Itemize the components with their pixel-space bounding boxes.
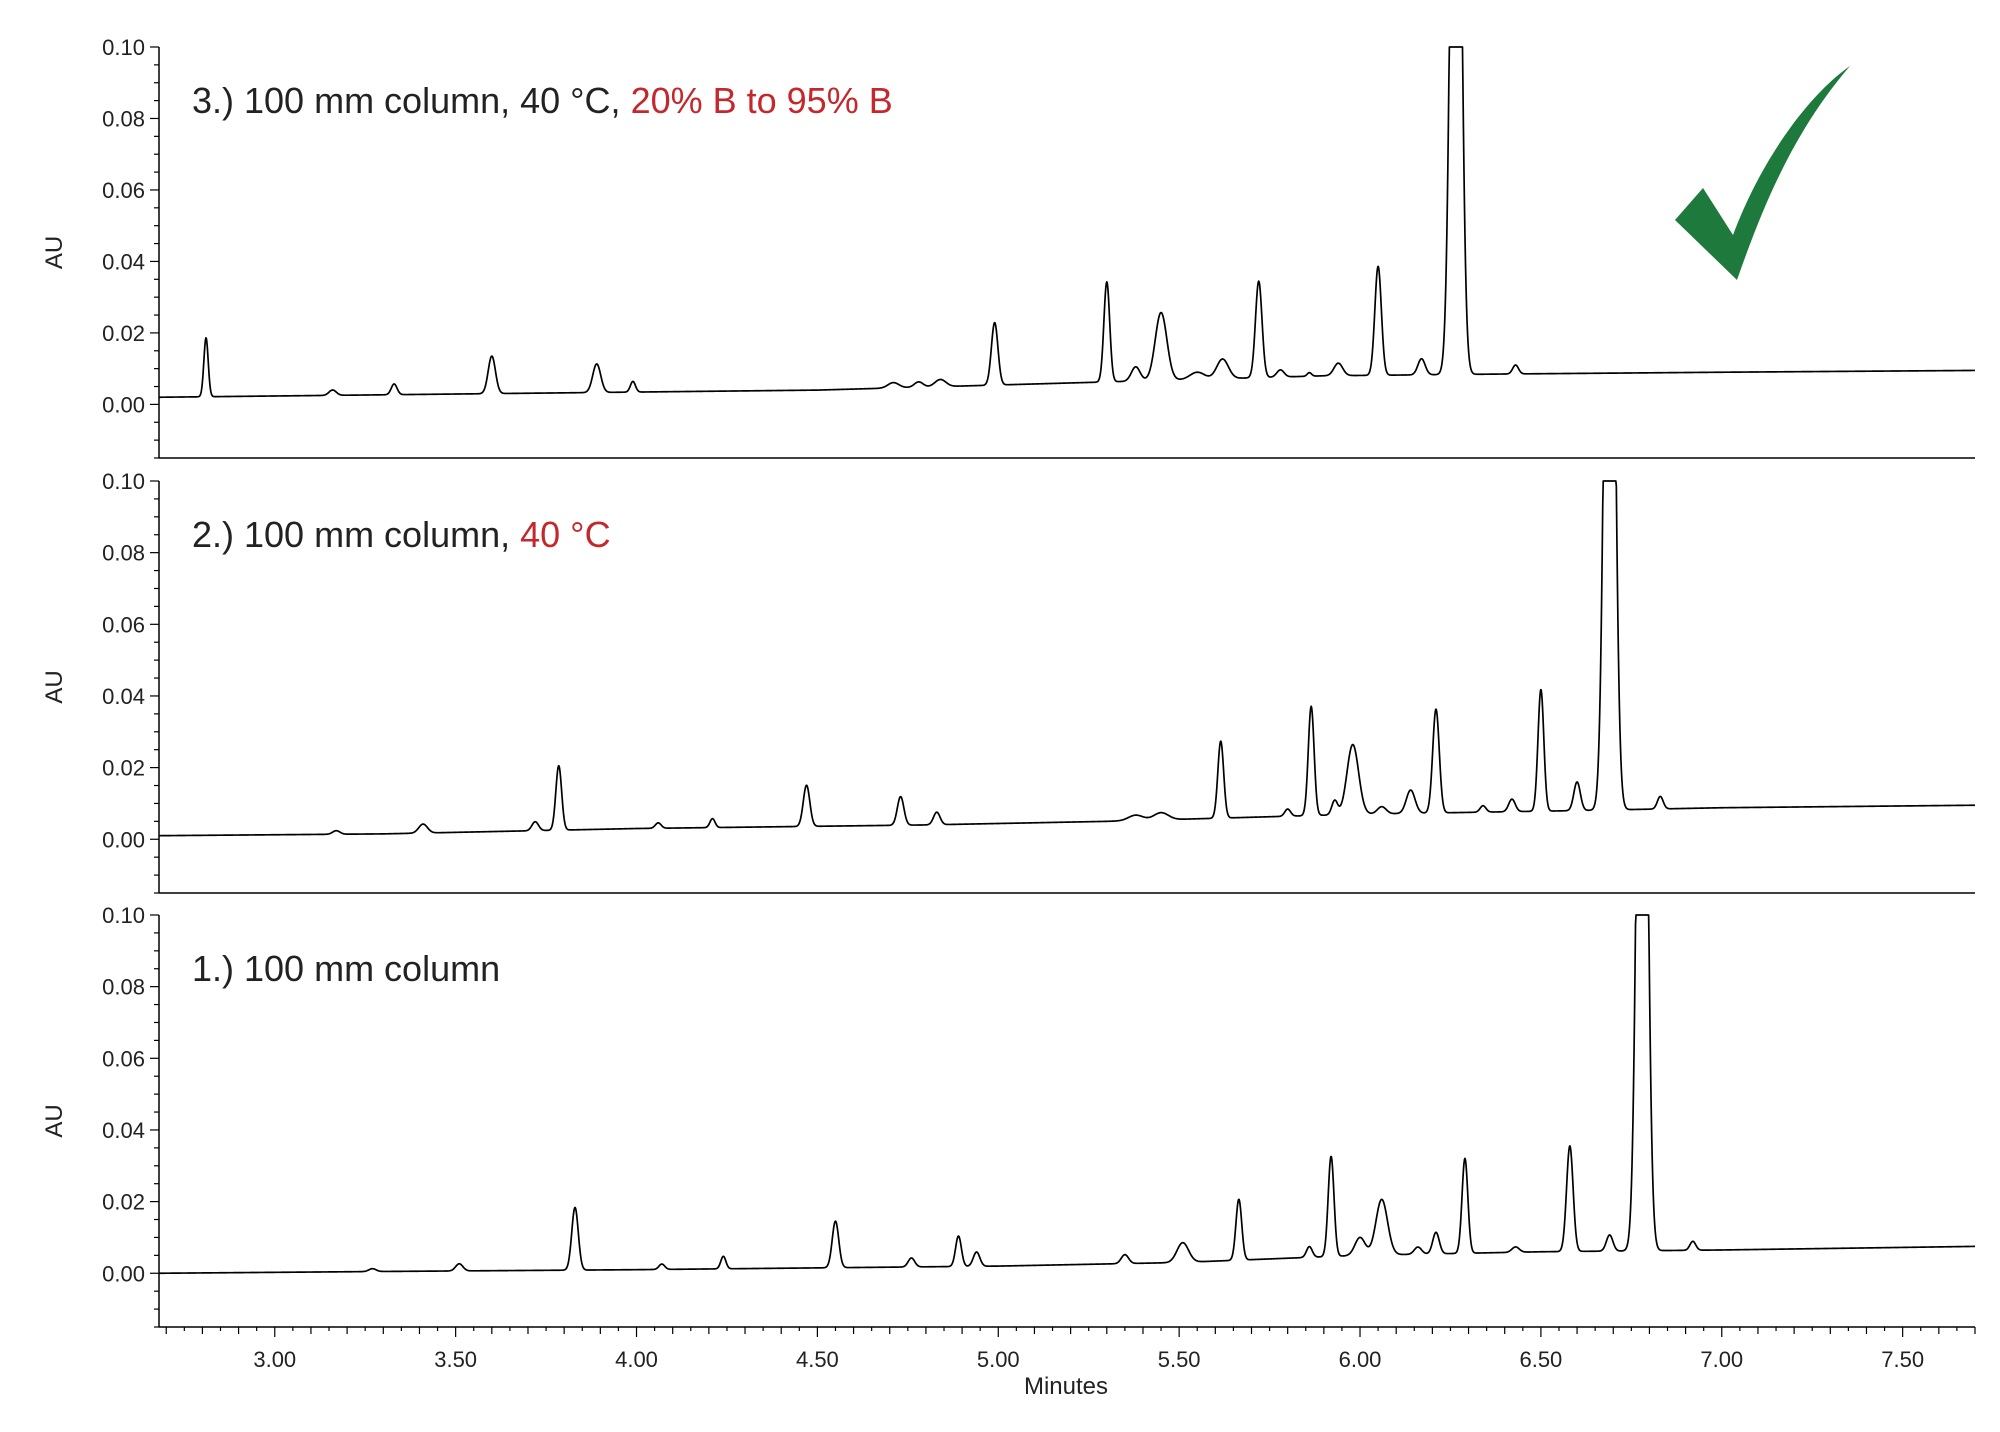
y-tick-label: 0.10: [102, 469, 145, 494]
y-tick-label: 0.08: [102, 541, 145, 566]
panel-1: 0.10 0.08 0.06 0.04 0.02 0.00 AU 3.) 100 mm col…: [41, 35, 1976, 459]
y-tick-label: 0.06: [102, 178, 145, 203]
y-tick-label: 0.04: [102, 249, 145, 274]
x-tick-label: 7.00: [1700, 1347, 1743, 1372]
panel-title: 3.) 100 mm column, 40 °C, 20% B to 95% B: [192, 80, 893, 121]
chromatogram-trace: [158, 914, 1976, 1275]
y-tick-label: 0.00: [102, 392, 145, 417]
y-tick-label: 0.00: [102, 1261, 145, 1286]
x-tick-label: 5.50: [1158, 1347, 1201, 1372]
panel-title-text: 3.) 100 mm column, 40 °C,: [192, 80, 631, 121]
y-tick-label: 0.08: [102, 975, 145, 1000]
y-axis-title: AU: [41, 670, 68, 703]
panel-title-text: 2.) 100 mm column,: [192, 514, 520, 555]
checkmark-icon: [1675, 66, 1850, 280]
y-tick-label: 0.10: [102, 903, 145, 928]
y-tick-label: 0.02: [102, 321, 145, 346]
y-tick-label: 0.06: [102, 612, 145, 637]
panel-title: 2.) 100 mm column, 40 °C: [192, 514, 611, 555]
chromatogram-trace: [158, 480, 1976, 837]
panel-3: 0.10 0.08 0.06 0.04 0.02 0.00 AU 1.) 100 mm col…: [41, 903, 1976, 1328]
y-tick-label: 0.04: [102, 684, 145, 709]
x-tick-label: 4.50: [796, 1347, 839, 1372]
x-tick-label: 3.50: [434, 1347, 477, 1372]
x-tick-label: 4.00: [615, 1347, 658, 1372]
y-tick-label: 0.10: [102, 35, 145, 60]
x-tick-label: 3.00: [253, 1347, 296, 1372]
x-tick-label: 6.50: [1519, 1347, 1562, 1372]
y-tick-label: 0.06: [102, 1046, 145, 1071]
panel-2: 0.10 0.08 0.06 0.04 0.02 0.00 AU 2.) 100 mm col…: [41, 469, 1976, 894]
x-tick-label: 6.00: [1339, 1347, 1382, 1372]
y-axis-title: AU: [41, 1104, 68, 1137]
y-tick-label: 0.00: [102, 827, 145, 852]
y-tick-label: 0.02: [102, 1190, 145, 1215]
panel-title: 1.) 100 mm column: [192, 948, 500, 989]
y-tick-label: 0.04: [102, 1118, 145, 1143]
x-axis-title: Minutes: [1024, 1373, 1108, 1400]
y-tick-label: 0.08: [102, 106, 145, 131]
y-axis-title: AU: [41, 236, 68, 269]
y-tick-label: 0.02: [102, 756, 145, 781]
panel-title-highlight: 20% B to 95% B: [631, 80, 893, 121]
panel-title-highlight: 40 °C: [520, 514, 610, 555]
x-tick-label: 7.50: [1881, 1347, 1924, 1372]
panel-title-text: 1.) 100 mm column: [192, 948, 500, 989]
x-tick-label: 5.00: [977, 1347, 1020, 1372]
chromatogram-trace: [158, 46, 1976, 399]
